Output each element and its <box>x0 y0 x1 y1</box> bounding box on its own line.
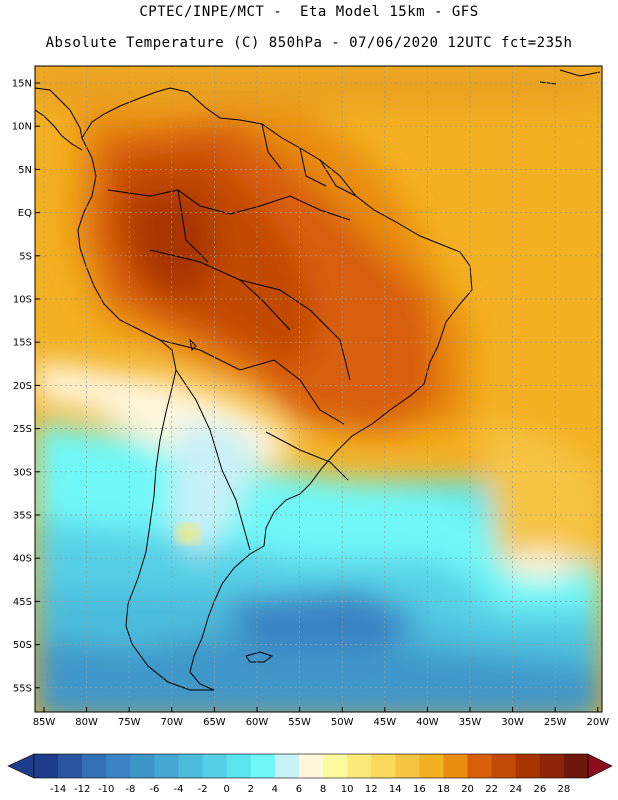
legend-swatch <box>178 754 204 778</box>
legend-swatch <box>130 754 155 778</box>
lat-label: 30S <box>13 467 32 478</box>
legend-label: 22 <box>485 784 498 795</box>
lon-label: 25W <box>544 717 567 728</box>
legend-label: -8 <box>125 784 135 795</box>
lat-label: 40S <box>13 554 32 565</box>
legend-swatch <box>347 754 372 778</box>
lon-label: 70W <box>160 717 183 728</box>
legend-arrow-right <box>587 753 613 779</box>
legend-swatch <box>250 754 276 778</box>
coastline-borders <box>34 69 601 691</box>
legend-label: 4 <box>272 784 278 795</box>
central-america-outline <box>34 87 83 151</box>
lat-label: 25S <box>13 424 32 435</box>
legend-border <box>33 753 589 779</box>
lat-label: 35S <box>13 511 32 522</box>
legend-swatch <box>371 754 396 778</box>
lon-label: 85W <box>33 717 56 728</box>
lat-label: 20S <box>13 381 32 392</box>
color-legend: -14 -12 -10 -8 -6 -4 -2 0 2 4 6 8 10 12 14 16 18 20 22 24 26… <box>7 753 613 795</box>
latitude-labels: 15N 10N 5N EQ 5S 10S 15S 20S 25S 30S 35S 40S 45S 50S 5… <box>12 79 40 694</box>
title-line-2: Absolute Temperature (C) 850hPa - 07/06/… <box>45 35 573 51</box>
legend-swatch <box>226 754 252 778</box>
legend-swatch <box>323 754 348 778</box>
legend-swatch <box>274 754 300 778</box>
legend-swatch <box>515 754 541 778</box>
lon-label: 80W <box>75 717 98 728</box>
lat-label: 15N <box>12 79 32 90</box>
legend-swatch <box>419 754 444 778</box>
legend-swatch <box>82 754 107 778</box>
legend-label: 18 <box>437 784 450 795</box>
legend-label: 28 <box>558 784 571 795</box>
legend-swatch <box>539 754 565 778</box>
legend-label: -14 <box>50 784 66 795</box>
legend-label: 6 <box>296 784 302 795</box>
lon-label: 75W <box>118 717 141 728</box>
lon-label: 35W <box>459 717 482 728</box>
lake-titicaca <box>189 338 197 352</box>
longitude-labels: 85W 80W 75W 70W 65W 60W 55W 50W 45W 40W 35W 30W 25W 2… <box>33 707 609 728</box>
legend-label: 24 <box>509 784 522 795</box>
title-line-1: CPTEC/INPE/MCT - Eta Model 15km - GFS <box>139 4 479 20</box>
legend-label: 14 <box>389 784 402 795</box>
legend-label: 20 <box>461 784 474 795</box>
lat-label: 15S <box>13 338 32 349</box>
legend-swatch <box>395 754 420 778</box>
legend-swatch <box>106 754 131 778</box>
lat-label: 10N <box>12 122 32 133</box>
lat-label: 5S <box>19 251 32 262</box>
legend-label: 8 <box>320 784 326 795</box>
lon-label: 55W <box>288 717 311 728</box>
caribbean-islands <box>539 69 601 85</box>
lon-label: 45W <box>373 717 396 728</box>
legend-label: 26 <box>533 784 546 795</box>
legend-arrow-left <box>7 753 35 779</box>
legend-label: -2 <box>198 784 208 795</box>
lon-label: 20W <box>586 717 609 728</box>
legend-label: -10 <box>98 784 114 795</box>
legend-label: 10 <box>341 784 354 795</box>
lat-label: EQ <box>18 208 32 219</box>
lat-label: 45S <box>13 597 32 608</box>
lon-label: 40W <box>416 717 439 728</box>
lon-label: 65W <box>203 717 226 728</box>
lon-label: 30W <box>501 717 524 728</box>
lon-label: 50W <box>331 717 354 728</box>
legend-label: -6 <box>149 784 159 795</box>
lat-label: 10S <box>13 295 32 306</box>
legend-label: 2 <box>248 784 254 795</box>
lat-label: 50S <box>13 640 32 651</box>
legend-swatch <box>34 754 59 778</box>
south-america-outline <box>77 87 473 691</box>
legend-label: -12 <box>74 784 90 795</box>
map-frame <box>34 65 603 713</box>
legend-swatch <box>154 754 179 778</box>
legend-label: 12 <box>365 784 378 795</box>
legend-label: 16 <box>413 784 426 795</box>
legend-swatch <box>58 754 83 778</box>
legend-swatch <box>491 754 517 778</box>
legend-swatch <box>298 754 324 778</box>
country-borders <box>107 123 357 551</box>
legend-label: -4 <box>174 784 184 795</box>
legend-label: 0 <box>224 784 230 795</box>
temperature-field <box>35 66 602 712</box>
legend-swatch <box>202 754 228 778</box>
lat-label: 55S <box>13 683 32 694</box>
falkland-islands <box>245 651 274 663</box>
lon-label: 60W <box>246 717 269 728</box>
legend-swatch <box>443 754 468 778</box>
lat-label: 5N <box>18 165 32 176</box>
legend-swatch <box>467 754 493 778</box>
legend-swatch <box>563 754 589 778</box>
